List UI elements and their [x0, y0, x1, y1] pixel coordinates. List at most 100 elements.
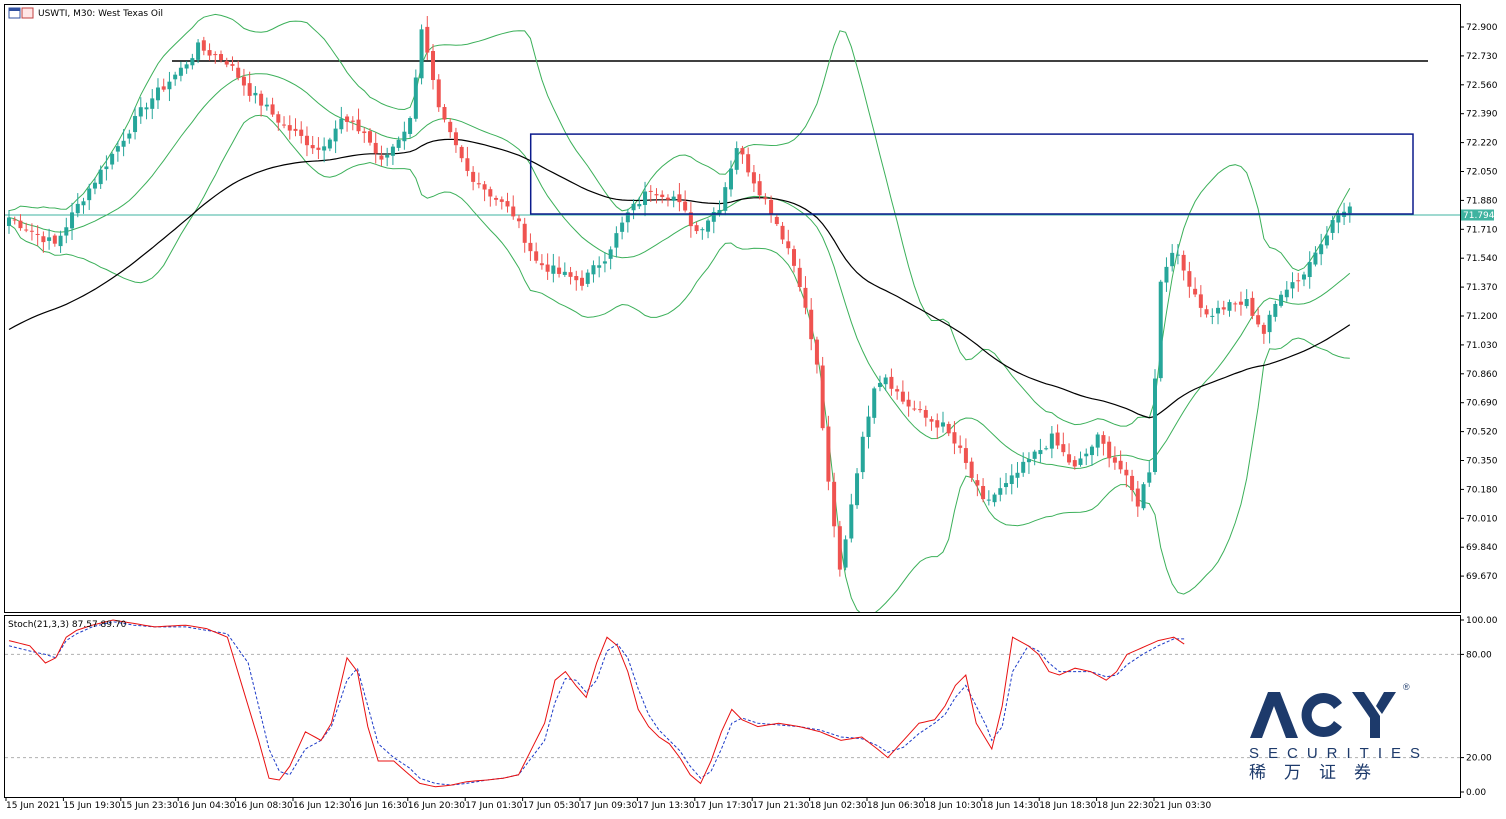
- candle-body: [1244, 299, 1249, 307]
- candle-body: [87, 188, 92, 201]
- candle: [912, 400, 917, 412]
- candle: [1279, 290, 1284, 308]
- candle-body: [448, 121, 453, 133]
- x-tick-label: 21 Jun 03:30: [1154, 801, 1211, 811]
- candle-body: [969, 461, 974, 478]
- y-tick-label: 71.710: [1466, 225, 1498, 235]
- candle-body: [1319, 244, 1324, 255]
- candle: [1238, 291, 1243, 316]
- candle: [557, 256, 562, 278]
- candle: [1256, 307, 1261, 328]
- candle: [585, 269, 590, 288]
- x-tick-label: 16 Jun 16:30: [350, 801, 407, 811]
- stoch-y-tick-label: 20.00: [1466, 754, 1492, 764]
- candle-body: [333, 128, 338, 142]
- candle-body: [47, 237, 52, 241]
- bollinger-middle-band: [8, 73, 1351, 470]
- candle: [895, 385, 900, 400]
- candle-body: [1279, 294, 1284, 306]
- candle: [597, 256, 602, 278]
- candle: [1004, 473, 1009, 495]
- candle-body: [58, 235, 63, 247]
- candle-body: [643, 191, 648, 205]
- candle: [41, 231, 46, 253]
- candle-body: [1158, 281, 1163, 379]
- candle-body: [1130, 475, 1135, 491]
- candle: [1307, 251, 1312, 289]
- candle: [872, 386, 877, 424]
- candle-body: [602, 261, 607, 264]
- candle-body: [35, 233, 40, 235]
- candle-body: [196, 42, 201, 60]
- candle-body: [282, 124, 287, 126]
- candle-body: [1256, 315, 1261, 325]
- candle: [287, 115, 292, 140]
- candle-body: [299, 129, 304, 136]
- candle: [711, 207, 716, 234]
- candle: [173, 71, 178, 86]
- x-tick-label: 16 Jun 20:30: [408, 801, 465, 811]
- candle-body: [648, 190, 653, 192]
- candle-body: [1290, 282, 1295, 289]
- candle: [1267, 310, 1272, 344]
- candle: [431, 44, 436, 90]
- candle-body: [763, 197, 768, 200]
- stochastic-layer: [5, 619, 1460, 788]
- candle: [390, 143, 395, 165]
- candle: [843, 535, 848, 571]
- candle: [837, 520, 842, 577]
- candle: [740, 145, 745, 164]
- candle-body: [1067, 454, 1072, 463]
- candle-body: [413, 77, 418, 119]
- candle: [1193, 277, 1198, 298]
- candle: [150, 89, 155, 120]
- candle: [539, 254, 544, 270]
- chart-title: USWTI, M30: West Texas Oil: [38, 9, 163, 19]
- candle-body: [1021, 461, 1026, 473]
- candle: [213, 51, 218, 64]
- candle-body: [155, 87, 160, 101]
- candle-body: [855, 473, 860, 506]
- candle: [304, 126, 309, 157]
- candle: [178, 61, 183, 82]
- candle: [1153, 369, 1157, 475]
- candle: [299, 121, 304, 144]
- candle-body: [757, 181, 762, 196]
- candle: [952, 421, 957, 455]
- candle-body: [287, 125, 292, 131]
- stoch-y-tick-label: 80.00: [1466, 650, 1492, 660]
- candle-body: [780, 225, 785, 240]
- candle-body: [631, 203, 636, 211]
- candle: [786, 229, 791, 255]
- candle: [723, 182, 728, 216]
- candle-body: [24, 229, 29, 231]
- y-tick-label: 69.840: [1466, 543, 1498, 553]
- candle-body: [1038, 450, 1043, 455]
- candle: [356, 108, 361, 134]
- candle: [224, 57, 229, 68]
- candle: [774, 213, 779, 227]
- candle: [1158, 279, 1163, 382]
- candle: [476, 172, 481, 189]
- candle-body: [1175, 254, 1180, 256]
- candle: [190, 53, 195, 70]
- candle: [413, 69, 418, 122]
- candle-body: [224, 61, 229, 65]
- candle-body: [998, 488, 1003, 495]
- registered-mark: ®: [1403, 682, 1410, 692]
- candle: [700, 227, 705, 240]
- candle-body: [792, 249, 797, 266]
- candle: [671, 190, 676, 208]
- y-tick-label: 71.370: [1466, 283, 1498, 293]
- candle: [1301, 271, 1306, 287]
- candle-body: [247, 83, 252, 96]
- candle: [1112, 446, 1117, 470]
- candle-body: [511, 206, 516, 217]
- candle: [459, 145, 464, 163]
- y-tick-label: 72.560: [1466, 81, 1498, 91]
- acy-logo-icon: [1250, 692, 1396, 738]
- x-tick-label: 18 Jun 22:30: [1097, 801, 1154, 811]
- y-tick-label: 70.010: [1466, 514, 1498, 524]
- candle-body: [219, 54, 224, 61]
- candle: [1107, 436, 1112, 468]
